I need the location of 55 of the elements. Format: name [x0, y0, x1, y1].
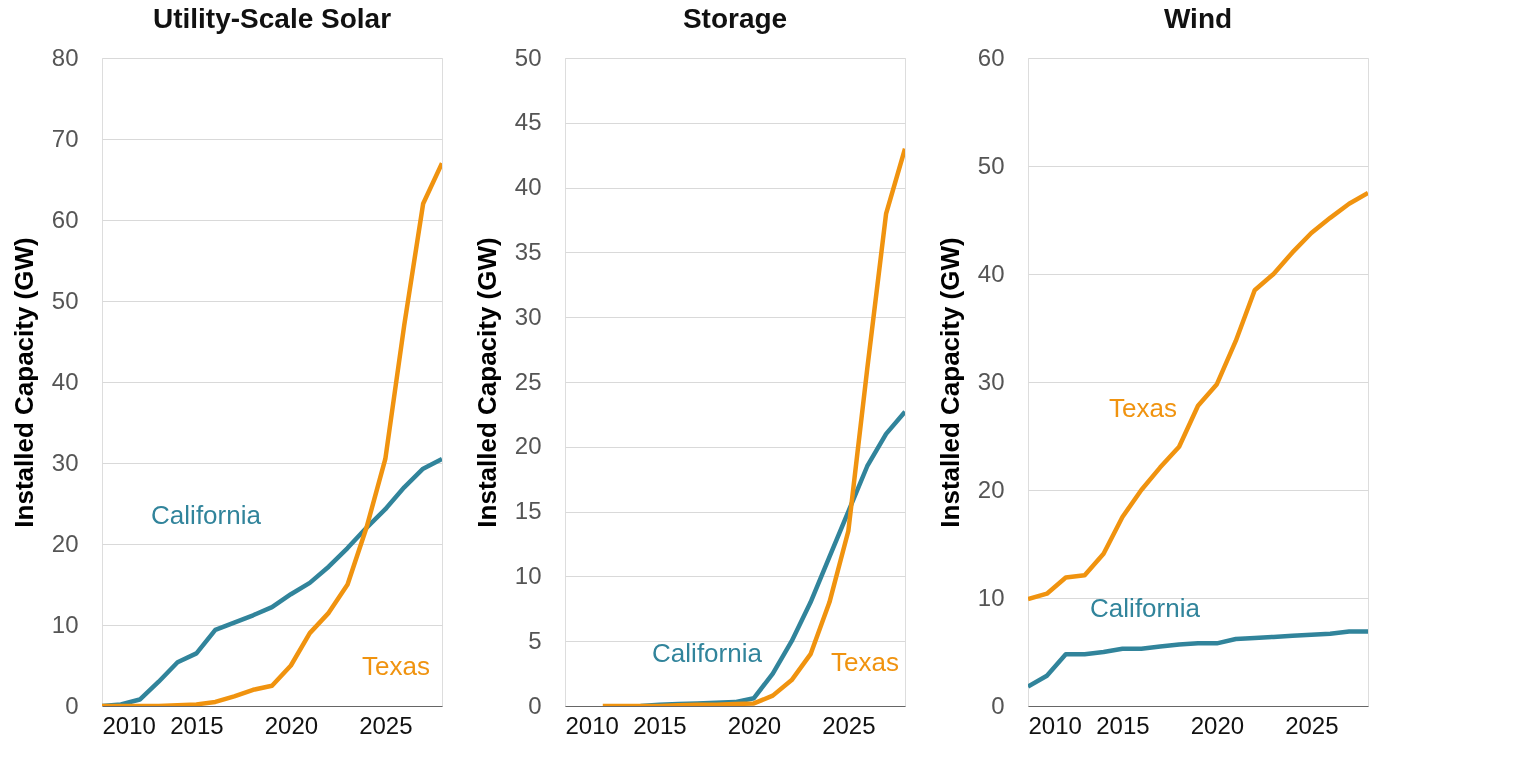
y-tick-label: 25 [514, 367, 542, 395]
series-label: Texas [362, 651, 430, 681]
line-series [1028, 629, 1368, 689]
y-tick-label: 30 [51, 448, 79, 476]
chart-title: Storage [682, 3, 788, 34]
series-label: Texas [1109, 393, 1177, 423]
x-tick-label: 2020 [264, 711, 319, 739]
chart-title: Wind [1163, 3, 1233, 34]
y-tick-label: 5 [528, 626, 542, 654]
x-tick-label: 2015 [170, 711, 224, 739]
y-tick-label: 70 [51, 124, 79, 152]
y-tick-label: 0 [65, 691, 79, 719]
y-tick-label: 40 [977, 259, 1005, 287]
chart-title: Utility-Scale Solar [152, 3, 392, 34]
y-axis-title: Installed Capacity (GW) [471, 237, 502, 528]
y-tick-label: 20 [51, 529, 79, 557]
y-tick-label: 50 [977, 151, 1005, 179]
y-axis-title: Installed Capacity (GW) [8, 237, 39, 528]
x-tick-label: 2025 [1285, 711, 1339, 739]
text: California [151, 500, 262, 530]
y-tick-label: 20 [514, 432, 542, 460]
y-tick-label: 10 [51, 610, 79, 638]
y-tick-label: 10 [514, 561, 542, 589]
y-tick-label: 60 [51, 205, 79, 233]
y-tick-label: 40 [514, 173, 542, 201]
x-tick-label: 2015 [1096, 711, 1150, 739]
line-series [102, 456, 442, 706]
y-tick-label: 30 [514, 302, 542, 330]
y-tick-label: 35 [514, 237, 542, 265]
y-tick-label: 50 [514, 43, 542, 71]
y-tick-label: 50 [51, 286, 79, 314]
y-tick-label: 20 [977, 475, 1005, 503]
series-label: Texas [831, 647, 899, 677]
y-tick-label: 40 [51, 367, 79, 395]
series-label: California [1090, 593, 1201, 623]
x-tick-label: 2020 [1190, 711, 1245, 739]
line-series [600, 146, 905, 706]
line-series [102, 161, 442, 706]
y-tick-label: 10 [977, 583, 1005, 611]
y-tick-label: 0 [528, 691, 542, 719]
series-label: California [652, 638, 763, 668]
y-axis-title: Installed Capacity (GW) [934, 237, 965, 528]
y-tick-label: 0 [991, 691, 1005, 719]
y-tick-label: 30 [977, 367, 1005, 395]
x-tick-label: 2015 [633, 711, 687, 739]
y-tick-label: 80 [51, 43, 79, 71]
y-tick-label: 15 [514, 497, 542, 525]
x-tick-label: 2010 [102, 711, 156, 739]
x-tick-label: 2010 [565, 711, 619, 739]
x-tick-label: 2025 [822, 711, 876, 739]
x-tick-label: 2020 [727, 711, 782, 739]
x-tick-label: 2025 [359, 711, 413, 739]
y-tick-label: 45 [514, 108, 542, 136]
y-tick-label: 60 [977, 43, 1005, 71]
x-tick-label: 2010 [1028, 711, 1082, 739]
